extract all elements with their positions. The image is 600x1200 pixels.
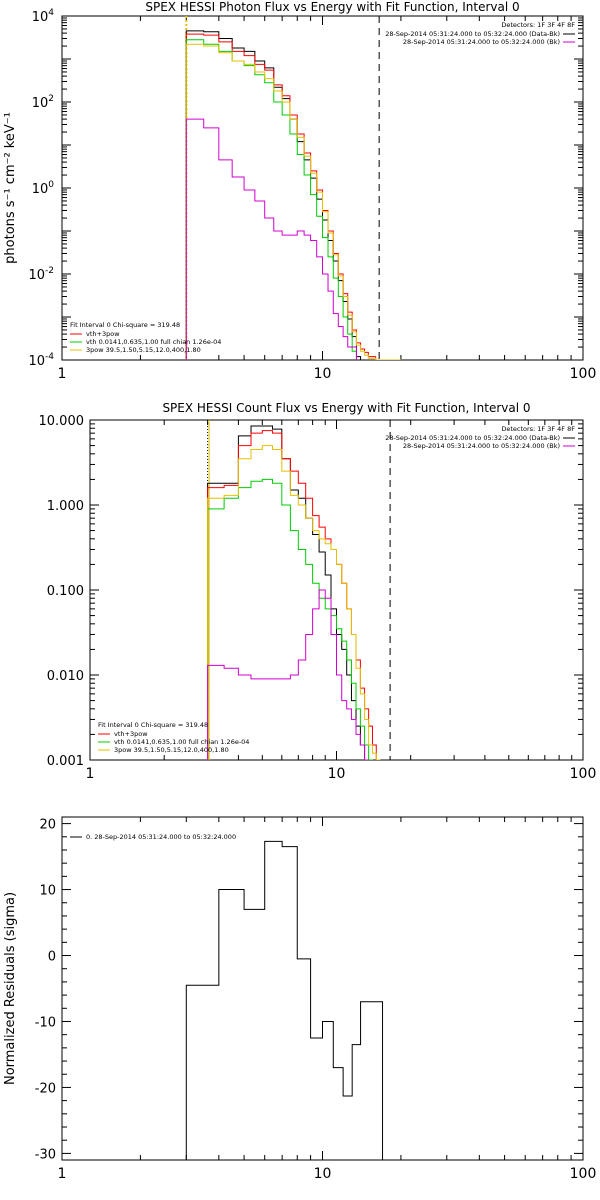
- plot-frame: [89, 419, 584, 761]
- y-tick-label: 10: [39, 884, 56, 899]
- legend-entry: vth 0.0141,0.635,1.00 full chian 1.26e-0…: [86, 338, 221, 346]
- y-tick-label: 20: [39, 818, 56, 833]
- y-tick-label: 10-4: [28, 352, 54, 369]
- x-tick-label: 1: [86, 766, 95, 782]
- y-tick-label: 0.010: [47, 669, 84, 684]
- series-data-bk: [185, 30, 362, 360]
- y-tick-label: 10-2: [28, 266, 54, 283]
- series-group: [185, 840, 384, 1160]
- series-residuals: [185, 840, 384, 1160]
- x-tick-label: 1: [58, 366, 67, 382]
- y-tick-label: 1.000: [47, 499, 84, 514]
- series-3pow: [185, 43, 402, 360]
- legend-entry: vth 0.0141,0.635,1.00 full chian 1.26e-0…: [114, 738, 249, 746]
- x-tick-label: 10: [328, 766, 346, 782]
- y-tick-label: 102: [32, 94, 54, 111]
- x-tick-label: 100: [570, 1166, 597, 1182]
- panel-resid: Normalized Residuals (sigma)1 10 100-30-20…: [3, 816, 597, 1182]
- series-data-bk: [207, 425, 370, 760]
- legend-entry: vth+3pow: [86, 330, 120, 338]
- y-tick-label: 104: [32, 8, 55, 25]
- y-tick-label: -30: [35, 1147, 56, 1162]
- x-tick-label: 10: [314, 366, 332, 382]
- x-tick-label: 1: [58, 1166, 67, 1182]
- chart-title: SPEX HESSI Photon Flux vs Energy with Fi…: [145, 0, 519, 14]
- y-tick-label: 0: [48, 950, 56, 965]
- series-3pow: [207, 445, 381, 760]
- series-group: [207, 425, 381, 760]
- plot-frame: [61, 15, 584, 361]
- x-tick-label: 100: [570, 766, 597, 782]
- y-tick-label: 100: [32, 180, 55, 197]
- legend-entry: vth+3pow: [114, 730, 148, 738]
- y-tick-label: 0.100: [47, 584, 84, 599]
- y-axis-label: photons s⁻¹ cm⁻² keV⁻¹: [3, 112, 18, 264]
- series-bk: [207, 589, 370, 760]
- chart-title: SPEX HESSI Count Flux vs Energy with Fit…: [162, 401, 530, 415]
- legend-header: Detectors: 1F 3F 4F 8F: [501, 425, 575, 433]
- legend-entry: 28-Sep-2014 05:31:24.000 to 05:32:24.000…: [385, 30, 560, 38]
- legend-entry: 3pow 39.5,1.50,5.15,12.0,400,1.80: [114, 746, 229, 754]
- legend-entry: 28-Sep-2014 05:31:24.000 to 05:32:24.000…: [403, 38, 560, 46]
- series-vth-3pow: [185, 33, 402, 360]
- legend-entry: 28-Sep-2014 05:31:24.000 to 05:32:24.000…: [403, 442, 560, 450]
- y-axis-label: Normalized Residuals (sigma): [3, 892, 18, 1085]
- series-vth: [185, 39, 357, 360]
- x-tick-label: 100: [570, 366, 597, 382]
- series-bk: [185, 118, 357, 360]
- legend-header: Fit Interval 0 Chi-square = 319.48: [98, 721, 208, 729]
- panel-count: SPEX HESSI Count Flux vs Energy with Fit…: [39, 401, 597, 782]
- legend-header: Fit Interval 0 Chi-square = 319.48: [70, 321, 180, 329]
- plot-frame: [61, 816, 584, 1161]
- legend-entry: 3pow 39.5,1.50,5.15,12.0,400,1.80: [86, 346, 201, 354]
- y-tick-label: -10: [35, 1015, 56, 1030]
- panel-photon: SPEX HESSI Photon Flux vs Energy with Fi…: [3, 0, 596, 382]
- series-vth: [207, 478, 374, 760]
- legend-entry: 28-Sep-2014 05:31:24.000 to 05:32:24.000…: [385, 434, 560, 442]
- y-tick-label: 0.001: [47, 754, 84, 769]
- y-tick-label: -20: [35, 1081, 56, 1096]
- series-group: [185, 30, 402, 360]
- y-tick-label: 10.000: [39, 414, 85, 429]
- legend-header: Detectors: 1F 3F 4F 8F: [501, 21, 575, 29]
- legend-entry: 0. 28-Sep-2014 05:31:24.000 to 05:32:24.…: [86, 833, 236, 841]
- x-tick-label: 10: [314, 1166, 332, 1182]
